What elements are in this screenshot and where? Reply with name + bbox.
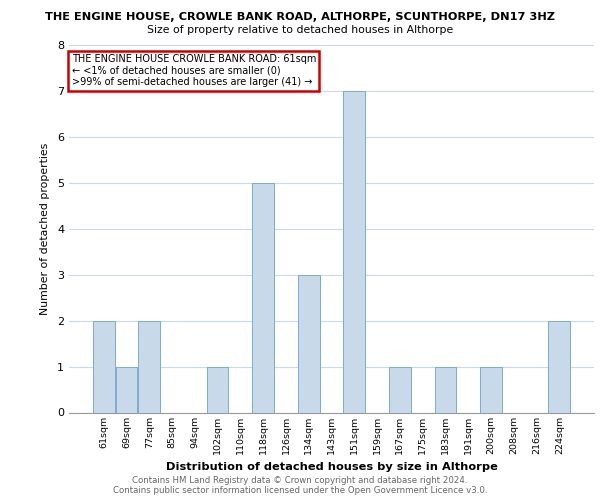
Y-axis label: Number of detached properties: Number of detached properties: [40, 142, 50, 315]
Bar: [139, 320, 160, 412]
Text: THE ENGINE HOUSE, CROWLE BANK ROAD, ALTHORPE, SCUNTHORPE, DN17 3HZ: THE ENGINE HOUSE, CROWLE BANK ROAD, ALTH…: [45, 12, 555, 22]
Bar: [207, 366, 229, 412]
Text: THE ENGINE HOUSE CROWLE BANK ROAD: 61sqm
← <1% of detached houses are smaller (0: THE ENGINE HOUSE CROWLE BANK ROAD: 61sqm…: [71, 54, 316, 88]
Bar: [253, 183, 274, 412]
Bar: [343, 91, 365, 412]
Bar: [389, 366, 410, 412]
Bar: [434, 366, 456, 412]
Text: Size of property relative to detached houses in Althorpe: Size of property relative to detached ho…: [147, 25, 453, 35]
Bar: [116, 366, 137, 412]
Bar: [548, 320, 570, 412]
Bar: [298, 274, 320, 412]
Bar: [93, 320, 115, 412]
Bar: [480, 366, 502, 412]
Text: Contains public sector information licensed under the Open Government Licence v3: Contains public sector information licen…: [113, 486, 487, 495]
X-axis label: Distribution of detached houses by size in Althorpe: Distribution of detached houses by size …: [166, 462, 497, 472]
Text: Contains HM Land Registry data © Crown copyright and database right 2024.: Contains HM Land Registry data © Crown c…: [132, 476, 468, 485]
